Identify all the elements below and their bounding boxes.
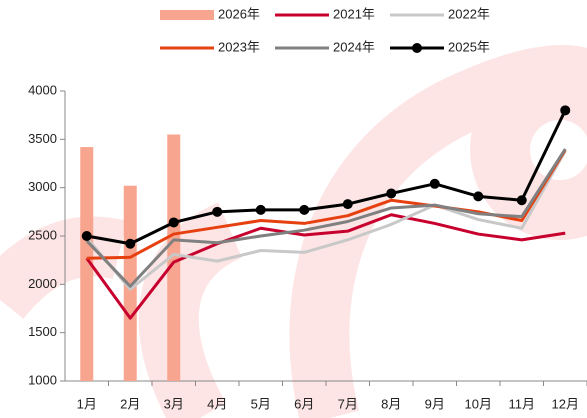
- line-series: [85, 148, 567, 288]
- point: [342, 199, 353, 210]
- point: [125, 238, 136, 249]
- bar: [123, 185, 137, 381]
- legend-label: 2024年: [333, 39, 375, 54]
- point: [212, 206, 223, 217]
- legend-label: 2023年: [218, 39, 260, 54]
- x-tick-label: 6月: [294, 396, 314, 411]
- point: [168, 217, 179, 228]
- legend-label: 2021年: [333, 6, 375, 21]
- x-tick-label: 8月: [381, 396, 401, 411]
- x-tick-label: 9月: [425, 396, 445, 411]
- line-series: [86, 109, 567, 246]
- x-tick-label: 2月: [120, 396, 140, 411]
- y-tick-label: 2000: [28, 276, 57, 291]
- y-tick-label: 3500: [28, 131, 57, 146]
- legend-marker: [412, 43, 422, 53]
- x-tick-label: 4月: [207, 396, 227, 411]
- x-tick-label: 10月: [465, 396, 492, 411]
- point: [81, 231, 92, 241]
- bar: [167, 134, 181, 381]
- point: [560, 105, 571, 116]
- point: [429, 178, 440, 189]
- x-tick-label: 7月: [338, 396, 358, 411]
- bar: [80, 147, 94, 381]
- x-tick-label: 11月: [509, 396, 536, 411]
- point: [473, 191, 484, 202]
- y-tick-label: 2500: [28, 227, 57, 242]
- y-tick-label: 1500: [28, 324, 57, 339]
- legend-label: 2025年: [448, 39, 490, 54]
- legend-label: 2026年: [218, 6, 260, 21]
- point: [516, 195, 527, 206]
- watermark-arc: [0, 216, 128, 320]
- watermark-circle: [470, 60, 587, 240]
- y-tick-label: 3000: [28, 179, 57, 194]
- point: [255, 204, 266, 215]
- point: [299, 204, 310, 215]
- legend-label: 2022年: [448, 6, 490, 21]
- line-series: [85, 213, 566, 320]
- x-tick-label: 12月: [552, 396, 579, 411]
- legend-swatch: [160, 10, 214, 20]
- y-tick-label: 4000: [28, 82, 57, 97]
- x-tick-label: 3月: [164, 396, 184, 411]
- line-series: [85, 150, 567, 291]
- x-tick-label: 5月: [251, 396, 271, 411]
- y-tick-label: 1000: [28, 372, 57, 387]
- watermark-arc: [289, 45, 587, 418]
- x-tick-label: 1月: [77, 396, 97, 411]
- point: [386, 188, 397, 199]
